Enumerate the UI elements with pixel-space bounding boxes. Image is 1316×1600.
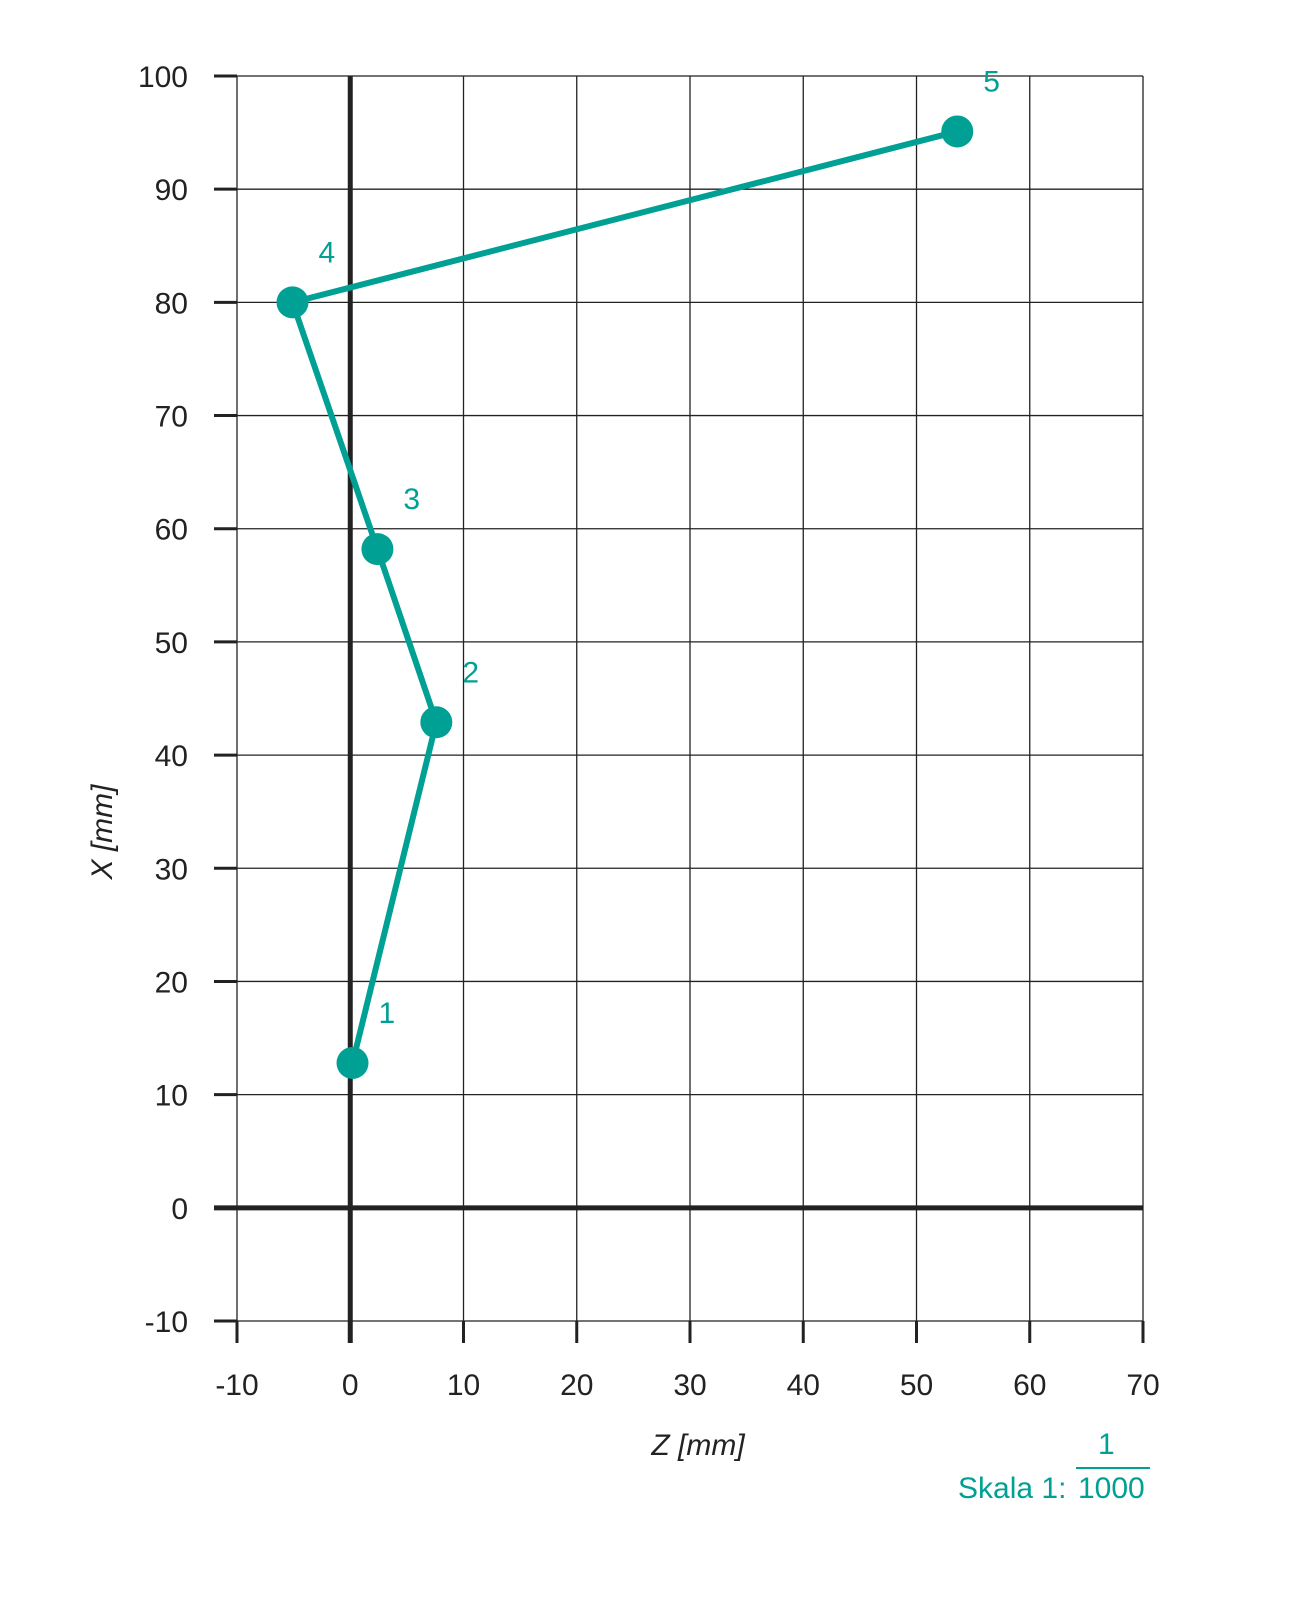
series: 1 2 3 4 5 <box>276 65 1000 1079</box>
x-axis-label: Z [mm] <box>650 1429 745 1462</box>
y-tick-label: 80 <box>155 287 188 320</box>
scale-prefix: Skala 1: <box>958 1472 1067 1505</box>
y-tick-label: 30 <box>155 853 188 886</box>
x-tick-label: 30 <box>673 1369 706 1402</box>
x-tick-label: 10 <box>447 1369 480 1402</box>
y-tick-label: 90 <box>155 174 188 207</box>
data-point-label: 2 <box>462 656 479 689</box>
axes <box>214 74 1145 1343</box>
y-tick-label: 40 <box>155 740 188 773</box>
x-tick-label: 0 <box>342 1369 359 1402</box>
data-point-label: 3 <box>403 483 420 516</box>
x-tick-label: 70 <box>1126 1369 1159 1402</box>
series-line <box>289 128 959 1064</box>
y-tick-label: 70 <box>155 401 188 434</box>
y-tick-label: 60 <box>155 514 188 547</box>
data-point-5 <box>941 115 974 148</box>
x-tick-label: -10 <box>215 1369 258 1402</box>
tick-labels: -10 0 10 20 30 40 50 60 70 -10 0 10 20 30 40 50 60 70 80 90… <box>138 61 1160 1402</box>
scale-note: Skala 1: 1 1000 <box>958 1428 1158 1508</box>
data-point-label: 4 <box>318 236 335 269</box>
data-point-4 <box>276 286 309 319</box>
y-tick-label: 10 <box>155 1080 188 1113</box>
x-tick-label: 20 <box>560 1369 593 1402</box>
scale-denominator: 1000 <box>1078 1472 1145 1505</box>
data-point-3 <box>361 533 394 566</box>
scale-fraction-bar <box>1076 1467 1150 1469</box>
y-tick-label: 0 <box>171 1193 188 1226</box>
scale-numerator: 1 <box>1098 1428 1115 1461</box>
grid <box>236 75 1144 1322</box>
x-tick-label: 50 <box>900 1369 933 1402</box>
data-point-2 <box>420 706 453 739</box>
data-point-label: 1 <box>379 997 396 1030</box>
y-tick-label: 100 <box>138 61 188 94</box>
y-tick-label: 20 <box>155 966 188 999</box>
y-tick-label: 50 <box>155 627 188 660</box>
data-point-1 <box>336 1046 369 1079</box>
y-tick-label: -10 <box>145 1306 188 1339</box>
x-tick-label: 40 <box>787 1369 820 1402</box>
x-tick-label: 60 <box>1013 1369 1046 1402</box>
y-axis-label: X [mm] <box>86 784 119 881</box>
data-point-label: 5 <box>983 65 1000 98</box>
